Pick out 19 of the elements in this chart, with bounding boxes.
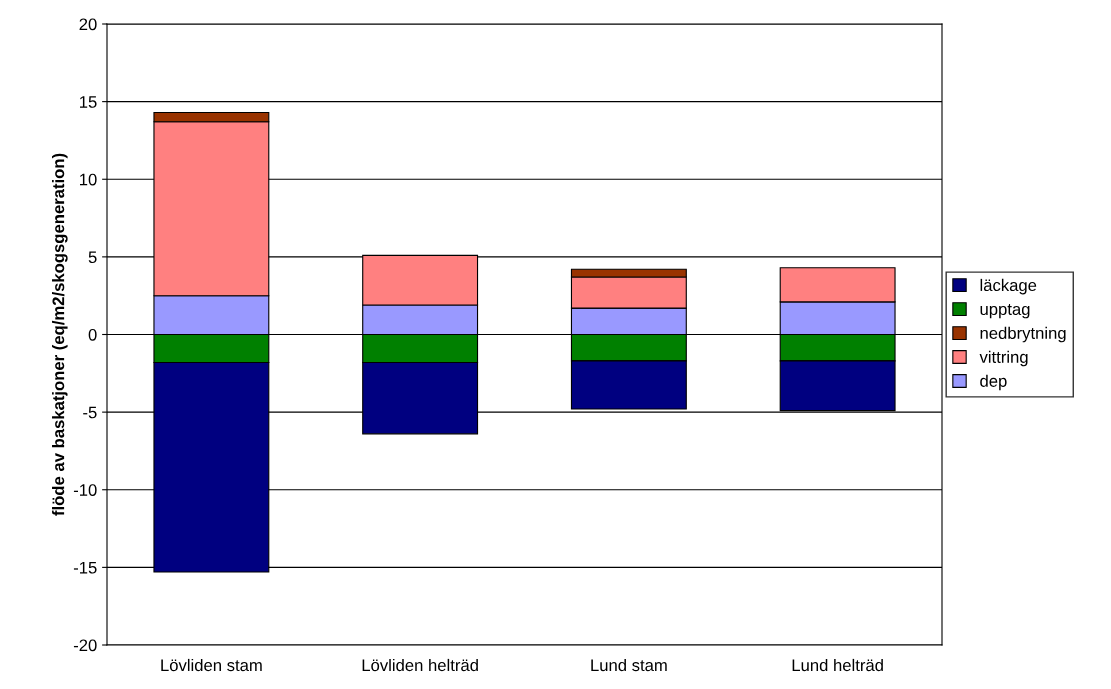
legend-label: vittring: [979, 350, 1028, 367]
y-tick-label: 5: [88, 251, 97, 264]
y-tick-label: 15: [80, 96, 97, 108]
x-tick-label: Lund helträd: [792, 658, 883, 672]
legend-label: dep: [980, 374, 1007, 391]
x-tick-label: Lövliden helträd: [362, 658, 478, 672]
y-tick-label: -20: [73, 639, 97, 652]
x-tick-label: Lund stam: [591, 658, 667, 672]
y-tick-label: 0: [88, 328, 97, 341]
y-tick-label: 10: [80, 173, 97, 186]
y-tick-label: -10: [73, 484, 97, 496]
y-tick-label: -5: [83, 406, 97, 419]
legend-label: upptag: [980, 304, 1030, 319]
legend-label: nedbrytning: [980, 326, 1066, 343]
x-tick-label: Lövliden stam: [161, 658, 262, 672]
y-tick-label: -15: [73, 561, 97, 574]
legend-label: läckage: [980, 278, 1037, 295]
y-axis-title: flöde av baskatjoner (eq/m2/skogsgeneration): [52, 153, 68, 516]
y-tick-label: 20: [79, 18, 97, 31]
